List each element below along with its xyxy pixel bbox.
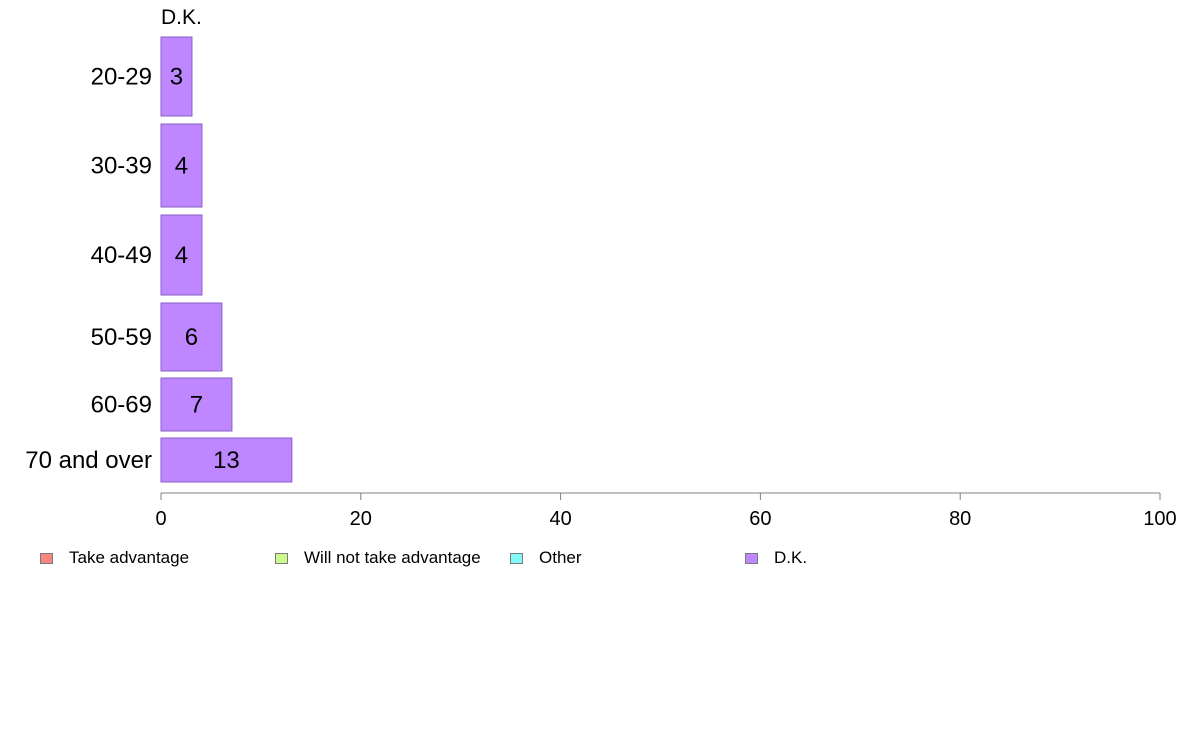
value-label-40-49: 4 bbox=[175, 242, 188, 269]
legend-label-dk: D.K. bbox=[774, 548, 808, 567]
legend-item-other: Other bbox=[510, 548, 582, 568]
category-label-60-69: 60-69 bbox=[91, 392, 152, 419]
legend-item-will-not-take-advantage: Will not take advantage bbox=[275, 548, 481, 568]
legend-label-take-advantage: Take advantage bbox=[69, 548, 190, 567]
legend: Take advantage Will not take advantage O… bbox=[0, 548, 1188, 568]
legend-label-will-not-take-advantage: Will not take advantage bbox=[304, 548, 481, 567]
category-label-40-49: 40-49 bbox=[91, 242, 152, 269]
bar-group bbox=[160, 36, 293, 483]
value-label-30-39: 4 bbox=[175, 153, 188, 180]
category-label-30-39: 30-39 bbox=[91, 153, 152, 180]
x-tick-label-100: 100 bbox=[1143, 508, 1176, 530]
x-tick-label-80: 80 bbox=[949, 508, 971, 530]
value-label-60-69: 7 bbox=[190, 392, 203, 419]
legend-label-other: Other bbox=[539, 548, 582, 567]
bar-30-39 bbox=[160, 123, 203, 208]
category-labels: 20-29 30-39 40-49 50-59 60-69 70 and over bbox=[25, 64, 152, 475]
legend-swatch-other bbox=[510, 552, 523, 564]
x-tick-label-0: 0 bbox=[155, 508, 166, 530]
x-tick-label-20: 20 bbox=[350, 508, 372, 530]
legend-swatch-will-not-take-advantage bbox=[275, 552, 288, 564]
legend-swatch-dk bbox=[745, 552, 758, 564]
category-label-50-59: 50-59 bbox=[91, 324, 152, 351]
value-labels: 3 4 4 6 7 13 bbox=[170, 64, 240, 475]
chart-title: D.K. bbox=[161, 6, 202, 29]
bar-60-69 bbox=[160, 377, 233, 432]
value-label-50-59: 6 bbox=[185, 324, 198, 351]
x-tick-label-40: 40 bbox=[549, 508, 571, 530]
category-label-20-29: 20-29 bbox=[91, 64, 152, 91]
bar-70-and-over bbox=[160, 437, 293, 483]
bar-50-59 bbox=[160, 302, 223, 372]
bar-20-29 bbox=[160, 36, 193, 117]
x-axis: 0 20 40 60 80 100 bbox=[155, 492, 1177, 530]
category-label-70-and-over: 70 and over bbox=[25, 447, 152, 474]
legend-item-dk: D.K. bbox=[745, 548, 807, 568]
legend-item-take-advantage: Take advantage bbox=[40, 548, 189, 568]
x-tick-label-60: 60 bbox=[749, 508, 771, 530]
legend-swatch-take-advantage bbox=[40, 552, 53, 564]
bar-40-49 bbox=[160, 214, 203, 296]
value-label-70-and-over: 13 bbox=[213, 447, 240, 474]
value-label-20-29: 3 bbox=[170, 64, 183, 91]
